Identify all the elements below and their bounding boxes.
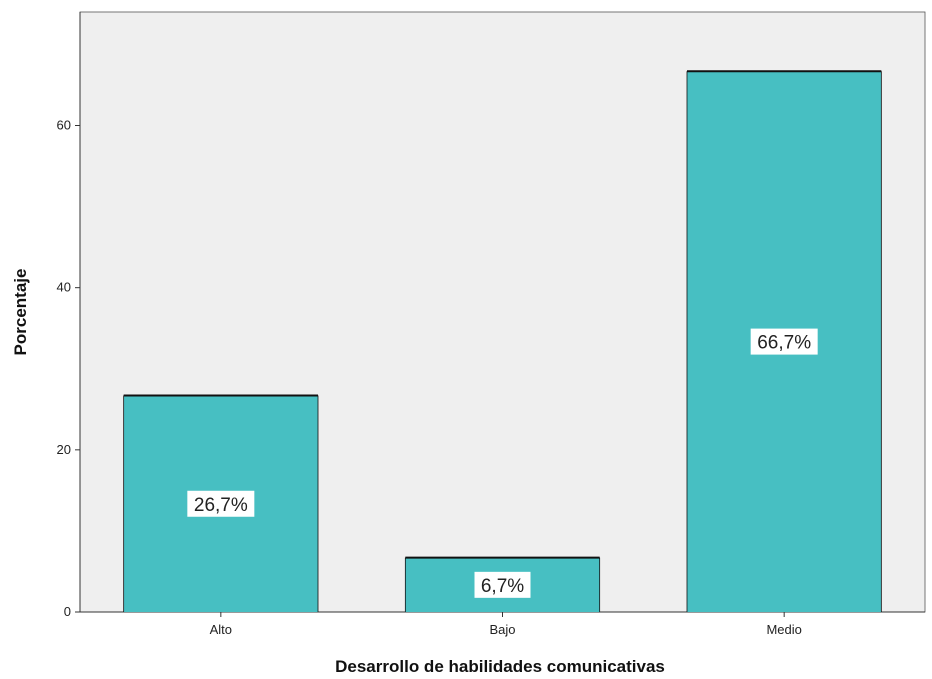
y-axis-title: Porcentaje bbox=[11, 269, 30, 356]
data-label-box bbox=[474, 571, 531, 598]
x-axis-title: Desarrollo de habilidades comunicativas bbox=[335, 657, 665, 676]
data-labels: 26,7% 6,7% 66,7% bbox=[187, 328, 818, 598]
x-tick-label: Bajo bbox=[489, 622, 515, 637]
data-label-box bbox=[187, 490, 255, 517]
data-label-text: 6,7% bbox=[481, 576, 524, 597]
data-label-bajo: 6,7% bbox=[474, 571, 531, 598]
x-tick-label: Alto bbox=[210, 622, 232, 637]
data-label-alto: 26,7% bbox=[187, 490, 255, 517]
data-label-text: 26,7% bbox=[194, 495, 248, 516]
y-tick-label: 40 bbox=[57, 280, 71, 295]
data-label-medio: 66,7% bbox=[750, 328, 818, 355]
data-label-text: 66,7% bbox=[757, 333, 811, 354]
y-tick-label: 0 bbox=[64, 604, 71, 619]
y-tick-label: 60 bbox=[57, 118, 71, 133]
x-tick-label: Medio bbox=[766, 622, 801, 637]
data-label-box bbox=[750, 328, 818, 355]
y-tick-label: 20 bbox=[57, 442, 71, 457]
x-axis: Alto Bajo Medio bbox=[80, 611, 925, 637]
y-axis: 0 20 40 60 bbox=[57, 12, 81, 619]
